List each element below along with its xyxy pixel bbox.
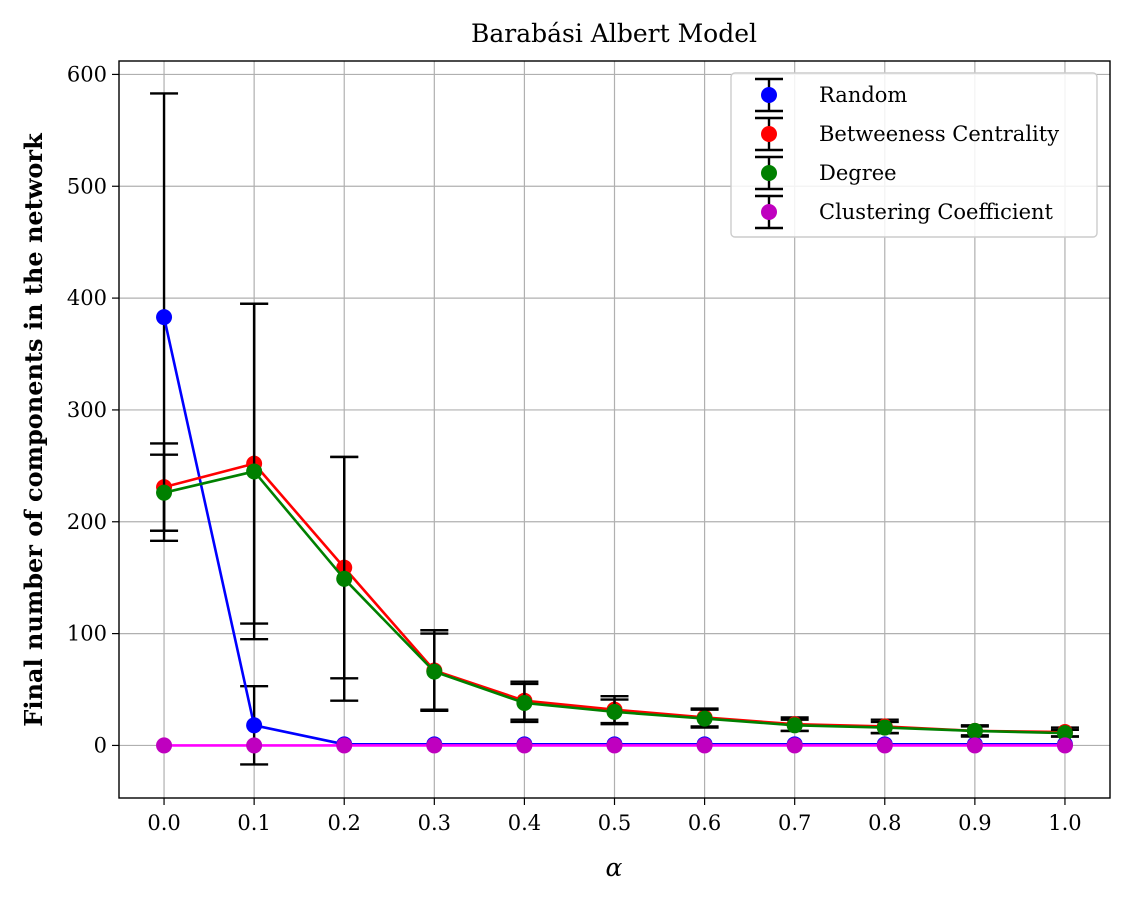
series-2 xyxy=(150,302,1079,742)
data-point xyxy=(336,570,353,587)
y-tick-label: 100 xyxy=(67,622,107,646)
x-tick-label: 0.8 xyxy=(868,811,901,835)
data-point xyxy=(246,463,263,480)
data-point xyxy=(786,717,803,734)
series-layer xyxy=(150,92,1079,766)
x-tick-label: 0.2 xyxy=(328,811,361,835)
legend-marker xyxy=(761,165,777,181)
legend-label: Degree xyxy=(819,161,897,185)
axis-ticks: 0.0 0.1 0.2 0.3 0.4 0.5 0.6 0.7 0.8 0.9 1.0 0 100 200… xyxy=(67,62,1082,835)
legend-box xyxy=(730,72,1098,238)
legend-marker xyxy=(761,204,777,220)
x-tick-label: 0.7 xyxy=(778,811,811,835)
data-point xyxy=(156,737,173,754)
legend-marker xyxy=(761,87,777,103)
chart-title: Barabási Albert Model xyxy=(471,19,757,48)
legend-label: Betweeness Centrality xyxy=(819,122,1059,146)
data-point xyxy=(1056,737,1073,754)
data-point xyxy=(876,719,893,736)
legend-label: Random xyxy=(819,83,907,107)
data-point xyxy=(336,737,353,754)
legend-label: Clustering Coefficient xyxy=(819,200,1054,224)
y-tick-label: 400 xyxy=(67,286,107,310)
plot-frame xyxy=(118,60,1111,799)
x-tick-label: 0.9 xyxy=(958,811,991,835)
data-point xyxy=(966,722,983,739)
data-point xyxy=(516,737,533,754)
y-tick-label: 500 xyxy=(67,174,107,198)
data-point xyxy=(876,737,893,754)
series-3 xyxy=(156,737,1073,754)
legend-marker xyxy=(761,126,777,142)
data-point xyxy=(156,309,173,326)
x-tick-label: 0.4 xyxy=(508,811,541,835)
x-tick-label: 0.3 xyxy=(418,811,451,835)
data-point xyxy=(696,737,713,754)
y-tick-label: 300 xyxy=(67,398,107,422)
data-point xyxy=(156,484,173,501)
data-point xyxy=(606,703,623,720)
data-point xyxy=(516,694,533,711)
data-point xyxy=(606,737,623,754)
x-tick-label: 0.0 xyxy=(147,811,180,835)
data-point xyxy=(246,737,263,754)
data-point xyxy=(426,663,443,680)
y-tick-label: 600 xyxy=(67,62,107,86)
x-tick-label: 0.6 xyxy=(688,811,721,835)
y-tick-label: 0 xyxy=(94,733,107,757)
data-point xyxy=(1056,725,1073,742)
data-point xyxy=(786,737,803,754)
y-tick-label: 200 xyxy=(67,510,107,534)
legend: Random Betweeness Centrality Degree Cluster… xyxy=(730,72,1098,238)
data-point xyxy=(966,737,983,754)
y-axis-label: Final number of components in the networ… xyxy=(19,132,48,727)
x-tick-label: 0.5 xyxy=(598,811,631,835)
data-point xyxy=(426,737,443,754)
data-point xyxy=(696,710,713,727)
data-point xyxy=(246,717,263,734)
x-tick-label: 1.0 xyxy=(1048,811,1081,835)
x-tick-label: 0.1 xyxy=(237,811,270,835)
x-axis-label: α xyxy=(606,853,623,882)
